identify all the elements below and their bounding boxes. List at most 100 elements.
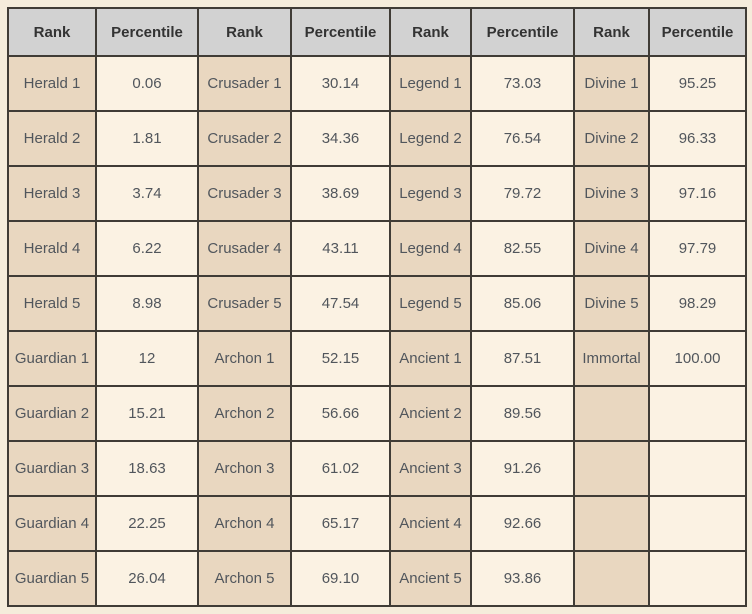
rank-cell: Divine 2 [573,110,650,167]
column-header-rank-4: Rank [573,7,650,57]
percentile-cell: 76.54 [470,110,575,167]
rank-cell: Legend 1 [389,55,472,112]
percentile-cell: 97.16 [648,165,747,222]
percentile-cell: 18.63 [95,440,199,497]
percentile-cell: 12 [95,330,199,387]
percentile-cell: 30.14 [290,55,391,112]
table-row: Guardian 3 18.63 Archon 3 61.02 Ancient … [7,440,747,497]
rank-cell: Guardian 2 [7,385,97,442]
percentile-cell: 91.26 [470,440,575,497]
table-row: Guardian 4 22.25 Archon 4 65.17 Ancient … [7,495,747,552]
rank-cell: Herald 5 [7,275,97,332]
percentile-cell-empty [648,550,747,607]
table-row: Herald 4 6.22 Crusader 4 43.11 Legend 4 … [7,220,747,277]
percentile-cell: 26.04 [95,550,199,607]
rank-cell: Herald 2 [7,110,97,167]
percentile-cell: 69.10 [290,550,391,607]
column-header-percentile-3: Percentile [470,7,575,57]
percentile-cell: 79.72 [470,165,575,222]
rank-cell: Ancient 5 [389,550,472,607]
rank-cell: Crusader 5 [197,275,292,332]
rank-cell: Crusader 3 [197,165,292,222]
percentile-cell: 73.03 [470,55,575,112]
rank-cell: Ancient 2 [389,385,472,442]
percentile-cell: 34.36 [290,110,391,167]
percentile-cell: 85.06 [470,275,575,332]
column-header-rank-2: Rank [197,7,292,57]
percentile-cell-empty [648,385,747,442]
rank-cell: Divine 4 [573,220,650,277]
percentile-cell-empty [648,495,747,552]
rank-cell: Guardian 4 [7,495,97,552]
percentile-cell: 3.74 [95,165,199,222]
rank-cell-empty [573,495,650,552]
rank-cell: Legend 5 [389,275,472,332]
table-row: Guardian 2 15.21 Archon 2 56.66 Ancient … [7,385,747,442]
percentile-cell: 92.66 [470,495,575,552]
rank-cell: Legend 4 [389,220,472,277]
rank-cell: Guardian 1 [7,330,97,387]
percentile-cell: 93.86 [470,550,575,607]
rank-cell: Crusader 1 [197,55,292,112]
rank-cell: Archon 2 [197,385,292,442]
rank-cell: Guardian 5 [7,550,97,607]
rank-cell: Archon 4 [197,495,292,552]
rank-cell: Immortal [573,330,650,387]
column-header-rank-1: Rank [7,7,97,57]
percentile-cell: 52.15 [290,330,391,387]
percentile-cell-empty [648,440,747,497]
percentile-cell: 8.98 [95,275,199,332]
table-row: Herald 3 3.74 Crusader 3 38.69 Legend 3 … [7,165,747,222]
percentile-cell: 100.00 [648,330,747,387]
percentile-cell: 61.02 [290,440,391,497]
rank-cell: Ancient 3 [389,440,472,497]
rank-cell: Archon 5 [197,550,292,607]
rank-cell: Legend 2 [389,110,472,167]
header-row: Rank Percentile Rank Percentile Rank Per… [7,7,747,57]
table-row: Guardian 1 12 Archon 1 52.15 Ancient 1 8… [7,330,747,387]
percentile-cell: 87.51 [470,330,575,387]
percentile-cell: 15.21 [95,385,199,442]
rank-cell: Divine 3 [573,165,650,222]
rank-cell: Archon 1 [197,330,292,387]
percentile-cell: 0.06 [95,55,199,112]
percentile-cell: 97.79 [648,220,747,277]
percentile-cell: 1.81 [95,110,199,167]
percentile-cell: 89.56 [470,385,575,442]
column-header-percentile-2: Percentile [290,7,391,57]
rank-cell: Guardian 3 [7,440,97,497]
rank-cell: Ancient 4 [389,495,472,552]
rank-cell-empty [573,385,650,442]
column-header-percentile-1: Percentile [95,7,199,57]
column-header-percentile-4: Percentile [648,7,747,57]
percentile-cell: 98.29 [648,275,747,332]
percentile-cell: 43.11 [290,220,391,277]
percentile-cell: 95.25 [648,55,747,112]
rank-cell-empty [573,550,650,607]
table-row: Herald 5 8.98 Crusader 5 47.54 Legend 5 … [7,275,747,332]
percentile-cell: 6.22 [95,220,199,277]
table-row: Herald 1 0.06 Crusader 1 30.14 Legend 1 … [7,55,747,112]
percentile-cell: 65.17 [290,495,391,552]
percentile-cell: 96.33 [648,110,747,167]
rank-cell-empty [573,440,650,497]
rank-cell: Herald 1 [7,55,97,112]
rank-cell: Herald 4 [7,220,97,277]
rank-cell: Ancient 1 [389,330,472,387]
rank-cell: Divine 1 [573,55,650,112]
rank-cell: Herald 3 [7,165,97,222]
column-header-rank-3: Rank [389,7,472,57]
percentile-cell: 38.69 [290,165,391,222]
rank-percentile-table: Rank Percentile Rank Percentile Rank Per… [7,7,747,607]
percentile-cell: 22.25 [95,495,199,552]
percentile-cell: 47.54 [290,275,391,332]
rank-cell: Crusader 4 [197,220,292,277]
rank-cell: Legend 3 [389,165,472,222]
percentile-cell: 56.66 [290,385,391,442]
rank-cell: Archon 3 [197,440,292,497]
rank-cell: Crusader 2 [197,110,292,167]
rank-cell: Divine 5 [573,275,650,332]
percentile-cell: 82.55 [470,220,575,277]
table-row: Herald 2 1.81 Crusader 2 34.36 Legend 2 … [7,110,747,167]
table-row: Guardian 5 26.04 Archon 5 69.10 Ancient … [7,550,747,607]
